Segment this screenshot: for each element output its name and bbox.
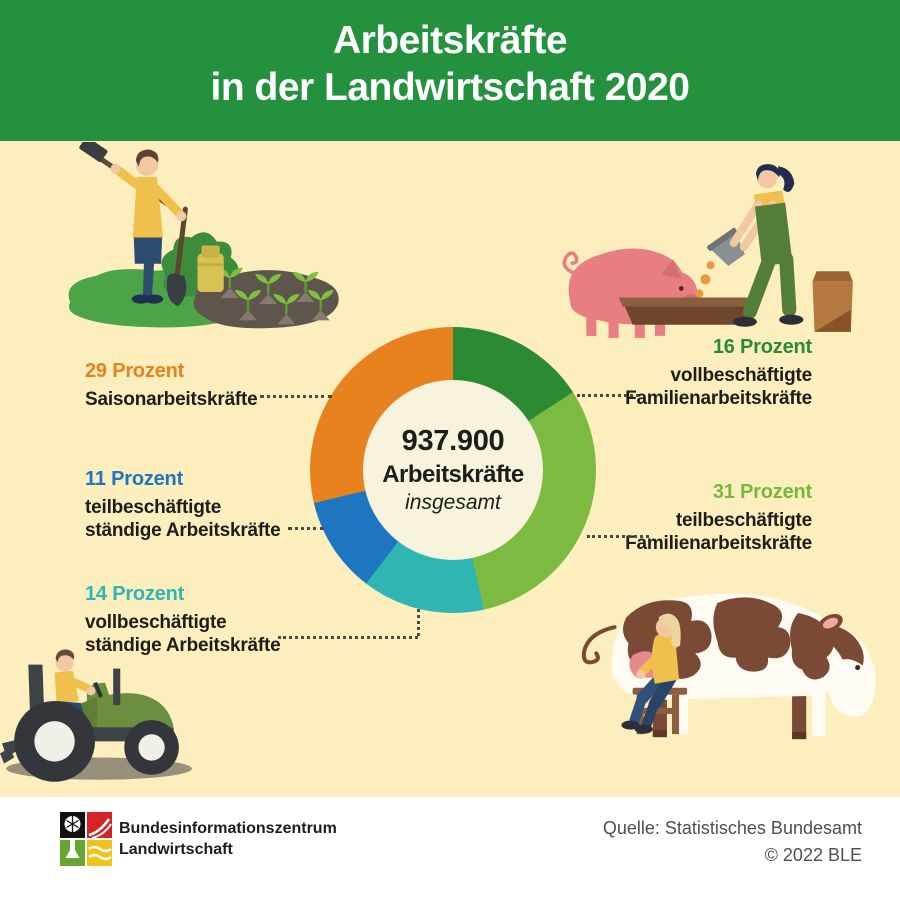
header-band: Arbeitskräfte in der Landwirtschaft 2020 (0, 0, 900, 141)
total-value: 937.900 (401, 425, 505, 457)
leader-line-16 (577, 394, 639, 397)
page-title-line2: in der Landwirtschaft 2020 (210, 66, 690, 109)
callout-text: ständige Arbeitskräfte (85, 520, 281, 541)
logo-text: Bundesinformationszentrum Landwirtschaft (119, 818, 337, 860)
logo-text-line1: Bundesinformationszentrum (119, 820, 337, 837)
callout-text: ständige Arbeitskräfte (85, 635, 281, 656)
source-line: Quelle: Statistisches Bundesamt (602, 818, 862, 838)
callout-text: vollbeschäftigte (670, 365, 813, 386)
callout-vollbeschaeftigte-staendige: 14 Prozent vollbeschäftigte ständige Arb… (85, 583, 281, 657)
callout-text: Saisonarbeitskräfte (85, 389, 258, 410)
callout-text: vollbeschäftigte (85, 612, 227, 633)
leader-line-29 (260, 395, 332, 398)
leader-line-11 (288, 527, 324, 530)
leader-line-14-vertical (417, 609, 420, 636)
leader-line-14 (278, 636, 418, 639)
percent-label: 31 Prozent (712, 481, 812, 503)
callout-vollbeschaeftigte-familien: 16 Prozent vollbeschäftigte Familienarbe… (625, 336, 812, 410)
total-label: Arbeitskräfte (382, 461, 524, 488)
donut-chart: 937.900 Arbeitskräfte insgesamt (310, 327, 596, 613)
ble-logo (60, 812, 112, 866)
farmer-planting-illustration (68, 142, 339, 329)
donut-center: 937.900 Arbeitskräfte insgesamt (363, 380, 543, 560)
percent-label: 11 Prozent (85, 468, 184, 490)
callout-text: teilbeschäftigte (85, 497, 222, 518)
woman-feeding-pig-illustration (562, 164, 853, 338)
callout-saisonarbeitskraefte: 29 Prozent Saisonarbeitskräfte (85, 360, 258, 411)
percent-label: 16 Prozent (712, 336, 812, 358)
percent-label: 29 Prozent (85, 360, 185, 382)
tractor-driver-illustration (0, 649, 192, 782)
logo-text-line2: Landwirtschaft (119, 841, 233, 858)
callout-text: teilbeschäftigte (675, 510, 812, 531)
leader-line-31 (587, 535, 649, 538)
copyright-line: © 2022 BLE (764, 845, 862, 865)
page-title-line1: Arbeitskräfte (332, 19, 568, 62)
footer-band: Bundesinformationszentrum Landwirtschaft… (0, 797, 900, 900)
cow-milking-illustration (581, 593, 876, 740)
callout-text: Familienarbeitskräfte (625, 533, 812, 554)
callout-teilbeschaeftigte-familien: 31 Prozent teilbeschäftigte Familienarbe… (625, 481, 812, 555)
total-sublabel: insgesamt (405, 491, 501, 514)
percent-label: 14 Prozent (85, 583, 185, 605)
callout-teilbeschaeftigte-staendige: 11 Prozent teilbeschäftigte ständige Arb… (85, 468, 281, 542)
source-attribution: Quelle: Statistisches Bundesamt © 2022 B… (603, 815, 862, 869)
callout-text: Familienarbeitskräfte (625, 388, 812, 409)
